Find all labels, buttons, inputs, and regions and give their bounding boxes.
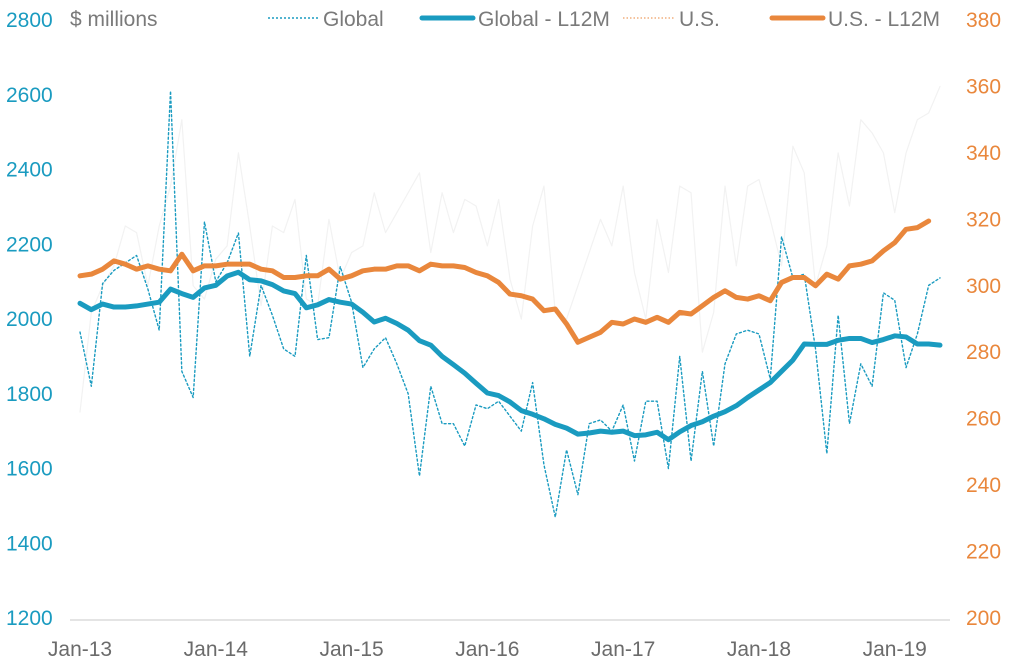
legend: Global Global - L12M U.S. U.S. - L12M <box>268 8 940 31</box>
series-line-global-l12m <box>77 269 943 443</box>
x-tick-label: Jan-16 <box>455 638 519 661</box>
x-axis-ticks: Jan-13 Jan-14 Jan-15 Jan-16 Jan-17 Jan-18 Jan-… <box>48 638 927 661</box>
legend-label-global-l12m: Global - L12M <box>478 8 610 31</box>
y-left-tick-label: 2400 <box>6 159 53 182</box>
y-left-tick-label: 2800 <box>6 9 53 32</box>
legend-item-global-l12m: Global - L12M <box>419 8 610 31</box>
y-right-tick-label: 220 <box>966 541 1001 564</box>
y-left-tick-label: 2200 <box>6 233 53 256</box>
left-axis-ticks: 1200 1400 1600 1800 2000 2200 2400 2600 2800 <box>6 9 53 630</box>
y-left-tick-label: 1600 <box>6 458 53 481</box>
legend-label-us: U.S. <box>679 8 720 31</box>
right-axis-ticks: 200 220 240 260 280 300 320 340 360 380 <box>966 9 1001 630</box>
series-line-u-s-l12m <box>77 218 932 345</box>
y-left-tick-label: 1200 <box>6 607 53 630</box>
series-layer <box>77 85 943 518</box>
legend-item-us-l12m: U.S. - L12M <box>769 8 940 31</box>
series-line-u-s <box>79 85 941 413</box>
legend-item-global: Global <box>268 8 384 31</box>
y-left-tick-label: 2000 <box>6 308 53 331</box>
series-line-global <box>79 90 941 518</box>
unit-label: $ millions <box>70 8 158 31</box>
y-left-tick-label: 1400 <box>6 532 53 555</box>
y-right-tick-label: 360 <box>966 75 1001 98</box>
legend-label-us-l12m: U.S. - L12M <box>828 8 940 31</box>
y-right-tick-label: 200 <box>966 607 1001 630</box>
y-right-tick-label: 320 <box>966 208 1001 231</box>
x-tick-label: Jan-17 <box>591 638 655 661</box>
x-tick-label: Jan-19 <box>863 638 927 661</box>
y-right-tick-label: 300 <box>966 275 1001 298</box>
y-right-tick-label: 280 <box>966 341 1001 364</box>
y-right-tick-label: 340 <box>966 142 1001 165</box>
x-tick-label: Jan-13 <box>48 638 112 661</box>
x-tick-label: Jan-14 <box>184 638 249 661</box>
y-right-tick-label: 260 <box>966 408 1001 431</box>
y-left-tick-label: 2600 <box>6 84 53 107</box>
y-right-tick-label: 380 <box>966 9 1001 32</box>
x-tick-label: Jan-15 <box>319 638 383 661</box>
x-tick-label: Jan-18 <box>727 638 791 661</box>
legend-label-global: Global <box>323 8 384 31</box>
y-right-tick-label: 240 <box>966 474 1001 497</box>
y-left-tick-label: 1800 <box>6 383 53 406</box>
legend-item-us: U.S. <box>623 8 720 31</box>
